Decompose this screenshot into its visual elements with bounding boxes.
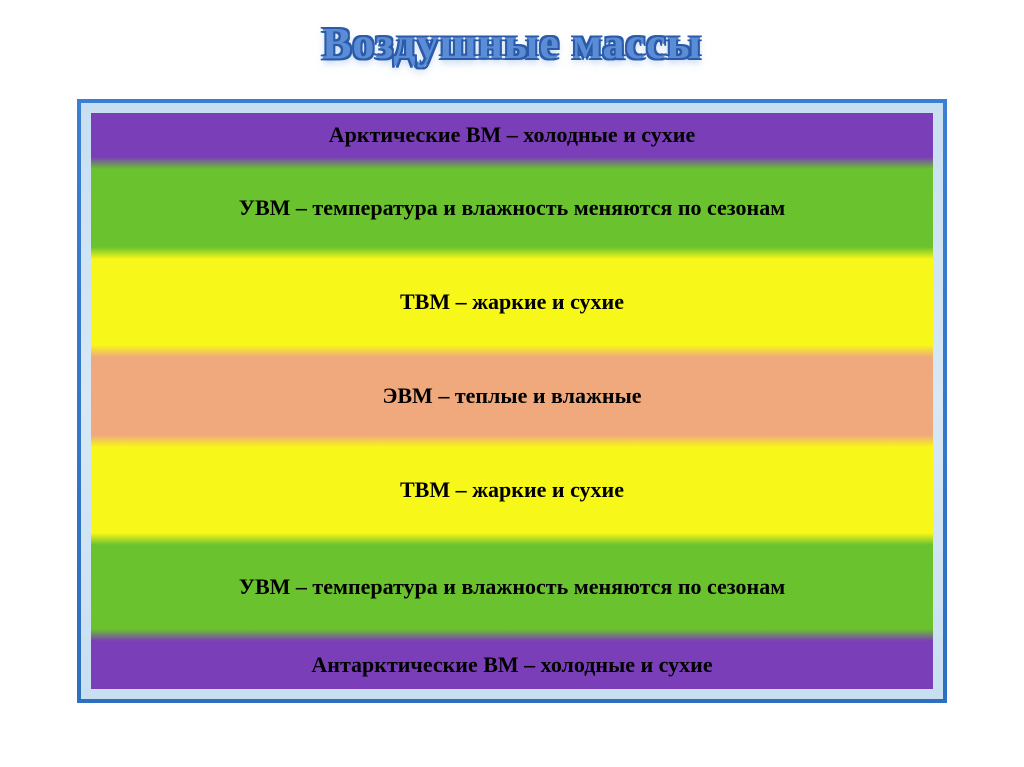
band-gap-3 <box>91 435 933 447</box>
bands-container: Арктические ВМ – холодные и сухие УВМ – т… <box>91 113 933 689</box>
band-6: Антарктические ВМ – холодные и сухие <box>91 641 933 689</box>
band-gap-4 <box>91 533 933 545</box>
diagram-frame: Арктические ВМ – холодные и сухие УВМ – т… <box>77 99 947 703</box>
band-label-0: Арктические ВМ – холодные и сухие <box>329 122 695 148</box>
band-5: УВМ – температура и влажность меняются п… <box>91 545 933 629</box>
page-title: Воздушные массы <box>0 0 1024 99</box>
band-3: ЭВМ – теплые и влажные <box>91 357 933 435</box>
band-label-3: ЭВМ – теплые и влажные <box>382 383 641 409</box>
band-label-1: УВМ – температура и влажность меняются п… <box>239 195 785 221</box>
band-label-5: УВМ – температура и влажность меняются п… <box>239 574 785 600</box>
band-4: ТВМ – жаркие и сухие <box>91 447 933 533</box>
band-2: ТВМ – жаркие и сухие <box>91 259 933 345</box>
band-0: Арктические ВМ – холодные и сухие <box>91 113 933 157</box>
band-1: УВМ – температура и влажность меняются п… <box>91 169 933 247</box>
band-label-4: ТВМ – жаркие и сухие <box>400 477 624 503</box>
band-gap-0 <box>91 157 933 169</box>
title-text: Воздушные массы <box>322 18 702 69</box>
band-gap-5 <box>91 629 933 641</box>
band-gap-2 <box>91 345 933 357</box>
band-label-2: ТВМ – жаркие и сухие <box>400 289 624 315</box>
band-label-6: Антарктические ВМ – холодные и сухие <box>311 652 712 678</box>
band-gap-1 <box>91 247 933 259</box>
